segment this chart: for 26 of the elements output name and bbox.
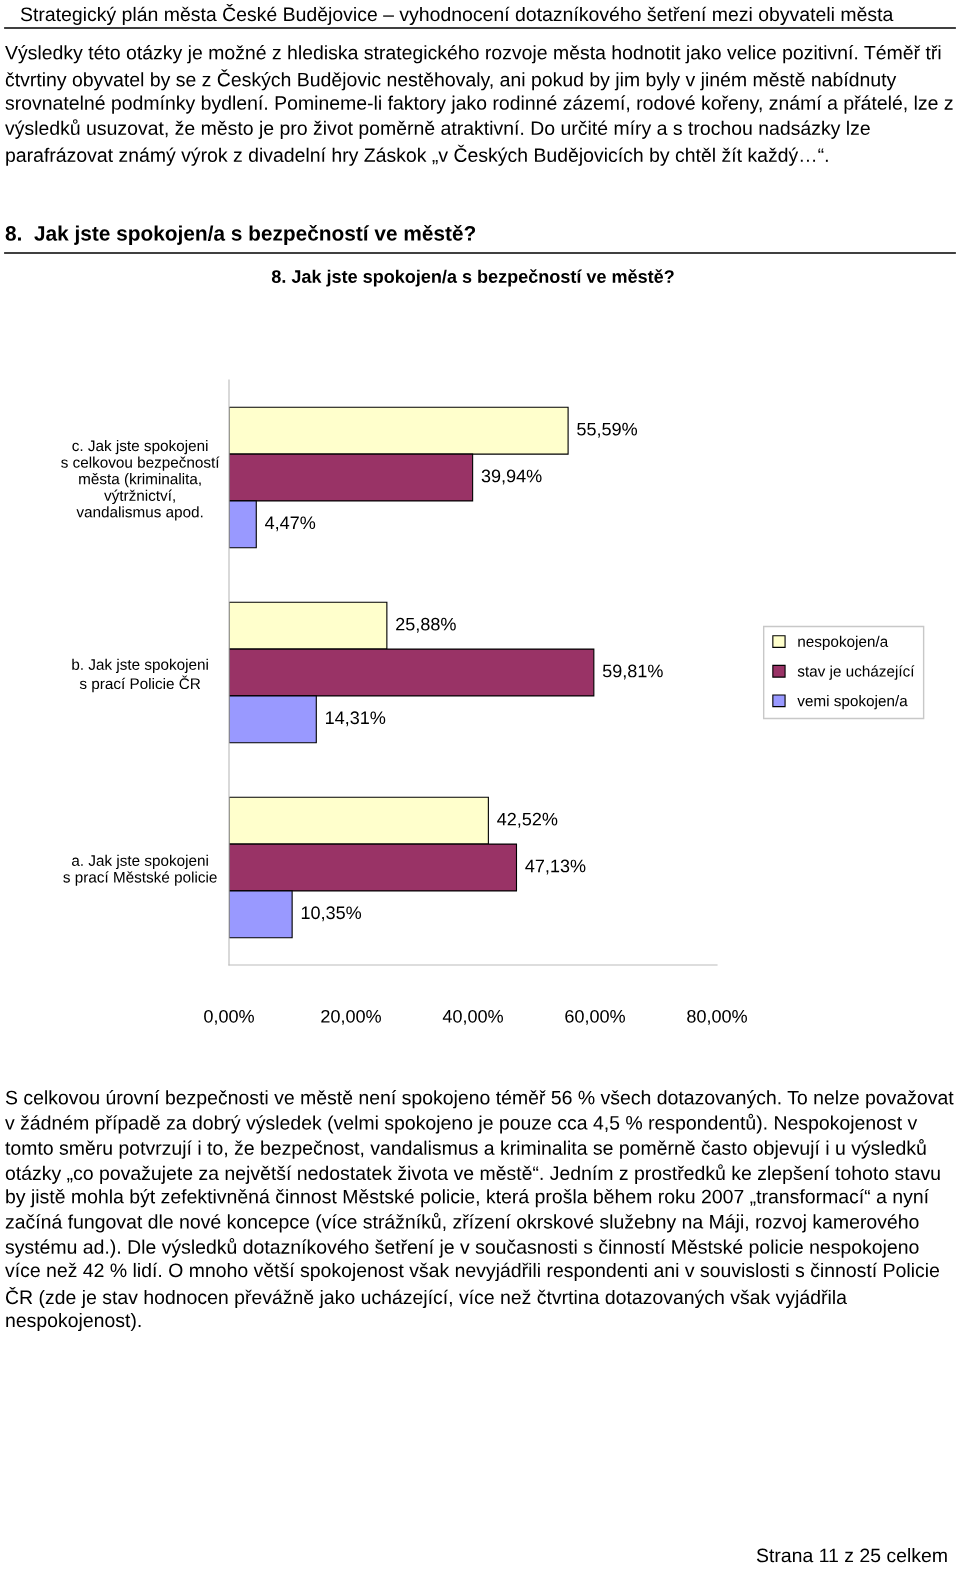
data-label: 59,81% bbox=[602, 664, 663, 680]
text: S celkovou úrovní bezpečnosti ve městě není spokojeno téměř 56 % všech dotazovaných. To nelze považovat v žádném případě za dobrý výsledek (velmi spokojeno je pouze cca 4,5 % respondentů). Nespokojenost v tomto směru potvrzují i to, že bezpečnost, vandalismus a kriminalita se poměrně často objevují i u výsledků otázky „co považujete za největší nedostatek života ve městě“. Jedním z prostředků ke zlepšení tohoto stavu by jistě mohla být zefektivněná činnost Městské policie, která prošla během roku 2007 „transformací“ a nyní začíná fungovat dle nové koncepce (více strážníků, zřízení okrskové služebny na Máji, rozvoj kamerového systému ad.). Dle výsledků dotazníkového šetření je v současnosti s činností Městské policie nespokojeno více než 42 % lidí. O mnoho větší spokojenost však nevyjádřili respondenti ani v souvislosti s činností Policie ČR (zde je stav hodnocen převážně jako ucházející, více než čtvrtina dotazovaných však vyjádřila nespokojenost). bbox=[5, 1090, 954, 1332]
legend-label: vemi spokojen/a bbox=[797, 695, 908, 710]
chart-title: 8. Jak jste spokojen/a s bezpečností ve městě? bbox=[271, 269, 674, 287]
x-tick-label: 80,00% bbox=[687, 1009, 747, 1025]
data-label: 47,13% bbox=[525, 859, 586, 875]
legend-label: stav je ucházející bbox=[797, 665, 915, 680]
data-label: 4,47% bbox=[265, 516, 316, 532]
legend-label: nespokojen/a bbox=[798, 635, 889, 651]
text: Strana 11 z 25 celkem bbox=[756, 1548, 947, 1563]
text: Výsledky této otázky je možné z hlediska strategického rozvoje města hodnotit jako velice pozitivní. Téměř tři čtvrtiny obyvatel by se z Českých Budějovic nestěhovaly, ani pokud by jim byly v jiném městě nabídnuty srovnatelné podmínky bydlení. Pomineme-li faktory jako rodinné zázemí, rodové kořeny, známí a přátelé, lze z výsledků usuzovat, že město je pro život poměrně atraktivní. Do určité míry a s trochou nadsázky lze parafrázovat známý výrok z divadelní hry Záskok „v Českých Budějovicích by chtěl žít každý…“. bbox=[5, 45, 953, 166]
data-label: 25,88% bbox=[396, 617, 456, 633]
y-tick-label: b. Jak jste spokojeni s prací Policie ČR bbox=[72, 658, 208, 693]
x-tick-label: 40,00% bbox=[442, 1009, 503, 1025]
data-label: 10,35% bbox=[301, 906, 362, 922]
data-label: 14,31% bbox=[326, 711, 386, 727]
data-label: 55,59% bbox=[577, 422, 638, 438]
y-tick-label: a. Jak jste spokojeni s prací Městské policie bbox=[63, 854, 217, 886]
data-label: 39,94% bbox=[481, 469, 542, 485]
x-tick-label: 0,00% bbox=[204, 1009, 254, 1025]
x-tick-label: 60,00% bbox=[565, 1009, 625, 1025]
text: Strategický plán města České Budějovice – vyhodnocení dotazníkového šetření mezi obyvateli města bbox=[20, 4, 894, 26]
x-tick-label: 20,00% bbox=[321, 1009, 381, 1025]
data-label: 42,52% bbox=[497, 812, 558, 828]
y-tick-label: c. Jak jste spokojeni s celkovou bezpečností města (kriminalita, výtržnictví, vandalismus apod. bbox=[61, 439, 220, 521]
text: 8. Jak jste spokojen/a s bezpečností ve městě? bbox=[5, 225, 476, 245]
